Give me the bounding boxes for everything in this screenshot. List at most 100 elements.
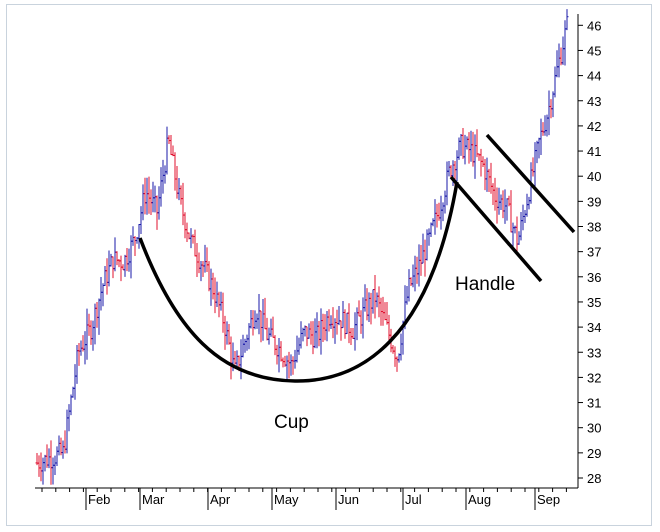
price-bar bbox=[77, 342, 81, 366]
price-bar bbox=[563, 20, 567, 66]
price-bar bbox=[433, 199, 437, 235]
price-bar bbox=[115, 251, 119, 266]
price-bar bbox=[213, 277, 217, 314]
price-bar bbox=[423, 239, 427, 277]
price-bar bbox=[45, 444, 49, 468]
price-bar bbox=[313, 318, 317, 349]
y-tick-label: 40 bbox=[587, 169, 601, 184]
y-tick-label: 46 bbox=[587, 18, 601, 33]
price-bar bbox=[541, 122, 545, 136]
price-bar bbox=[257, 293, 261, 335]
price-bar bbox=[65, 409, 69, 454]
price-bar bbox=[409, 277, 413, 287]
handle-lower-line bbox=[449, 175, 543, 283]
price-bar bbox=[543, 115, 547, 136]
price-bar bbox=[41, 457, 45, 485]
price-bar bbox=[279, 341, 283, 362]
cup-curve bbox=[138, 181, 459, 383]
price-bar bbox=[463, 134, 467, 165]
price-bar bbox=[113, 237, 117, 272]
price-bar bbox=[501, 190, 505, 219]
price-bar bbox=[521, 204, 525, 231]
price-bar bbox=[39, 452, 43, 482]
price-bar bbox=[535, 140, 539, 164]
price-bar bbox=[499, 194, 503, 211]
x-tick-label: Jul bbox=[405, 492, 422, 507]
price-bar bbox=[295, 335, 299, 363]
price-bar bbox=[493, 177, 497, 211]
price-bar bbox=[167, 135, 171, 145]
price-bar bbox=[533, 142, 537, 189]
price-bar bbox=[353, 312, 357, 351]
price-bar bbox=[185, 222, 189, 243]
price-bar bbox=[297, 337, 301, 355]
price-bar bbox=[459, 133, 463, 156]
y-tick-label: 44 bbox=[587, 69, 601, 84]
price-bar bbox=[85, 308, 89, 360]
price-bar bbox=[503, 189, 507, 224]
y-tick-label: 36 bbox=[587, 270, 601, 285]
price-bar bbox=[319, 308, 323, 355]
price-bar bbox=[53, 455, 57, 475]
price-bar bbox=[141, 184, 145, 221]
price-bar bbox=[177, 178, 181, 201]
price-bar bbox=[485, 157, 489, 192]
price-bar bbox=[151, 181, 155, 213]
price-bar bbox=[375, 292, 379, 308]
y-tick-label: 45 bbox=[587, 43, 601, 58]
price-bar bbox=[43, 454, 47, 472]
y-tick-label: 29 bbox=[587, 446, 601, 461]
price-bar bbox=[491, 183, 495, 206]
price-bar bbox=[207, 261, 211, 292]
price-bar bbox=[467, 132, 471, 164]
price-bar bbox=[201, 261, 205, 277]
price-bar bbox=[165, 126, 169, 175]
price-bar bbox=[531, 157, 535, 177]
handle-upper-line bbox=[485, 133, 576, 234]
price-bar bbox=[47, 448, 51, 469]
price-bar bbox=[253, 310, 257, 330]
price-bar bbox=[99, 276, 103, 311]
price-bar bbox=[143, 177, 147, 215]
price-bar bbox=[381, 296, 385, 326]
price-bar bbox=[109, 253, 113, 267]
price-bar bbox=[497, 187, 501, 215]
x-tick-label: Apr bbox=[210, 492, 231, 507]
price-bar bbox=[197, 252, 201, 274]
price-bar bbox=[101, 283, 105, 307]
price-bar bbox=[335, 309, 339, 335]
x-tick-label: Mar bbox=[142, 492, 165, 507]
price-bar bbox=[525, 193, 529, 217]
price-bar bbox=[311, 321, 315, 355]
price-bar bbox=[209, 268, 213, 306]
price-bar bbox=[281, 357, 285, 368]
price-bar bbox=[305, 326, 309, 347]
price-bar bbox=[291, 356, 295, 375]
x-tick-label: Sep bbox=[537, 492, 560, 507]
price-bar bbox=[61, 440, 65, 459]
price-bar bbox=[517, 231, 521, 245]
price-bar bbox=[159, 167, 163, 207]
price-bar bbox=[415, 256, 419, 284]
price-bar bbox=[513, 225, 517, 234]
price-bar bbox=[163, 165, 167, 184]
price-bar bbox=[327, 309, 331, 332]
axes: 28 29 30 31 32 33 34 35 36 37 38 39 40 41 42 43 44 45 46 Fe… bbox=[35, 14, 601, 510]
price-bar bbox=[249, 310, 253, 329]
price-bar bbox=[91, 320, 95, 351]
price-bar bbox=[203, 244, 207, 273]
price-bar bbox=[443, 190, 447, 214]
price-bar bbox=[145, 177, 149, 215]
price-bar bbox=[539, 118, 543, 155]
price-bar bbox=[369, 292, 373, 325]
price-bar bbox=[505, 198, 509, 221]
price-bar bbox=[243, 338, 247, 353]
price-bar bbox=[261, 299, 265, 341]
price-bar bbox=[93, 303, 97, 345]
price-bars bbox=[35, 9, 569, 485]
price-bar bbox=[285, 355, 289, 380]
price-bar bbox=[105, 258, 109, 295]
price-bar bbox=[181, 182, 185, 226]
price-bar bbox=[307, 323, 311, 339]
price-bar bbox=[523, 209, 527, 224]
